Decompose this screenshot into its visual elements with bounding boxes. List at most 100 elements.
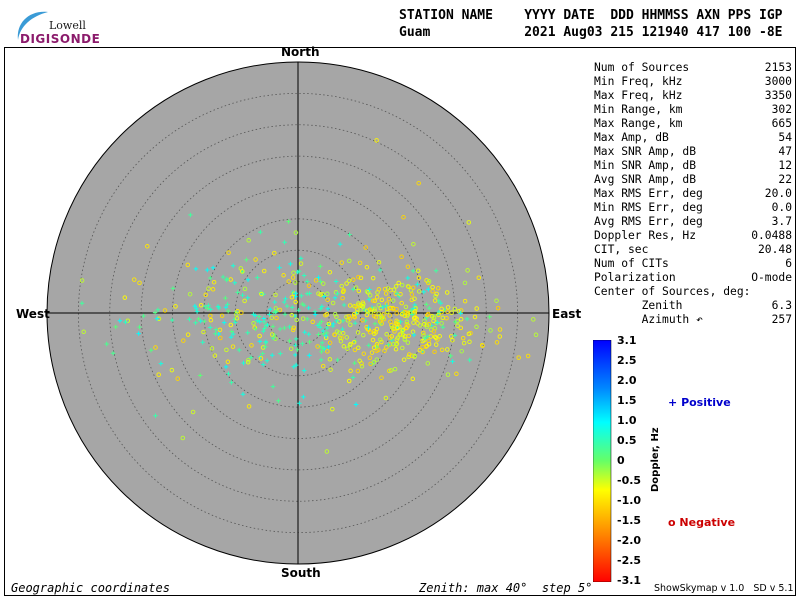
positive-doppler-point (366, 343, 371, 348)
stat-row: Doppler Res, Hz 0.0488 (594, 229, 792, 243)
negative-doppler-point (445, 372, 451, 377)
positive-doppler-point (223, 364, 229, 370)
stat-value: 3000 (764, 75, 792, 88)
positive-doppler-point (158, 361, 164, 366)
stat-value: 0.0488 (751, 229, 792, 242)
negative-doppler-point (399, 254, 404, 260)
negative-doppler-point (347, 316, 352, 321)
negative-doppler-point (390, 298, 396, 303)
positive-doppler-point (305, 279, 310, 284)
negative-doppler-point (461, 340, 467, 346)
positive-doppler-point (153, 413, 158, 418)
colorbar-tick-label: 0 (617, 454, 625, 467)
negative-doppler-point (315, 344, 320, 349)
negative-doppler-point (420, 338, 425, 344)
negative-doppler-point (430, 284, 435, 290)
positive-doppler-point (366, 297, 372, 302)
colorbar-tick-label: -1.0 (617, 494, 642, 507)
negative-doppler-point (384, 332, 389, 337)
negative-doppler-point (357, 358, 362, 364)
negative-doppler-point (432, 334, 438, 340)
negative-doppler-point (421, 333, 426, 338)
positive-doppler-point (79, 301, 85, 306)
negative-doppler-point (310, 319, 315, 325)
positive-doppler-point (277, 326, 283, 332)
positive-doppler-point (206, 303, 211, 308)
positive-doppler-point (257, 319, 262, 324)
positive-doppler-point (331, 321, 336, 327)
stat-row: Avg RMS Err, deg 3.7 (594, 215, 792, 229)
positive-doppler-point (276, 398, 281, 403)
negative-doppler-point (454, 371, 459, 377)
negative-doppler-point (400, 345, 405, 351)
positive-doppler-point (213, 331, 218, 336)
positive-doppler-point (433, 268, 439, 273)
stat-row: Zenith 6.3 (594, 299, 792, 313)
legend-negative: o Negative (668, 516, 735, 529)
positive-doppler-point (291, 364, 296, 369)
positive-doppler-point (223, 305, 229, 310)
positive-doppler-point (257, 339, 263, 344)
positive-doppler-point (398, 319, 403, 324)
positive-doppler-point (213, 327, 219, 332)
positive-doppler-point (272, 332, 277, 338)
positive-doppler-point (226, 371, 231, 376)
positive-doppler-point (301, 394, 306, 400)
positive-doppler-point (290, 305, 295, 310)
negative-doppler-point (432, 298, 438, 303)
positive-doppler-point (323, 333, 329, 339)
stat-value: 3350 (764, 89, 792, 102)
positive-doppler-point (270, 384, 276, 389)
negative-doppler-point (395, 335, 400, 341)
negative-doppler-point (356, 274, 361, 280)
negative-doppler-point (198, 302, 204, 308)
logo-swoosh-icon (17, 11, 48, 40)
negative-doppler-point (242, 298, 247, 304)
colorbar-title: Doppler, Hz (650, 427, 661, 492)
positive-doppler-point (282, 240, 287, 245)
negative-doppler-point (327, 340, 333, 345)
negative-doppler-point (399, 300, 404, 306)
negative-doppler-point (474, 324, 479, 330)
negative-doppler-point (246, 357, 251, 363)
negative-doppler-point (382, 286, 388, 292)
negative-doppler-point (122, 295, 128, 300)
positive-doppler-point (264, 358, 270, 363)
positive-doppler-point (333, 279, 339, 284)
stat-row: Min SNR Amp, dB 12 (594, 159, 792, 173)
negative-doppler-point (411, 241, 416, 247)
positive-doppler-point (170, 286, 176, 291)
positive-doppler-point (202, 304, 208, 309)
negative-doppler-point (372, 298, 378, 304)
negative-doppler-point (449, 310, 454, 315)
stat-label: Num of Sources (594, 61, 690, 74)
positive-doppler-point (110, 351, 116, 356)
negative-doppler-point (348, 368, 353, 374)
stat-value: 6.3 (771, 299, 792, 312)
negative-doppler-point (289, 294, 295, 300)
negative-doppler-point (421, 330, 426, 336)
stat-row: Polarization O-mode (594, 271, 792, 285)
negative-doppler-point (379, 339, 384, 345)
positive-doppler-point (154, 316, 160, 321)
legend-negative-label: Negative (679, 516, 736, 529)
negative-doppler-point (257, 333, 262, 339)
positive-doppler-point (353, 402, 359, 407)
negative-doppler-point (361, 351, 367, 356)
positive-doppler-point (405, 275, 410, 281)
positive-doppler-point (324, 330, 329, 336)
footer-zenith: Zenith: max 40° step 5° (419, 581, 593, 595)
negative-doppler-point (359, 364, 365, 369)
positive-doppler-point (268, 307, 273, 312)
negative-doppler-point (420, 349, 425, 355)
positive-doppler-point (261, 329, 266, 334)
stat-row: Avg SNR Amp, dB 22 (594, 173, 792, 187)
negative-doppler-point (416, 289, 422, 294)
negative-doppler-point (405, 264, 411, 269)
negative-doppler-point (425, 361, 431, 366)
positive-doppler-point (273, 310, 278, 315)
positive-doppler-point (194, 309, 200, 314)
positive-doppler-point (458, 311, 463, 316)
negative-doppler-point (426, 322, 432, 327)
positive-doppler-point (255, 318, 260, 323)
